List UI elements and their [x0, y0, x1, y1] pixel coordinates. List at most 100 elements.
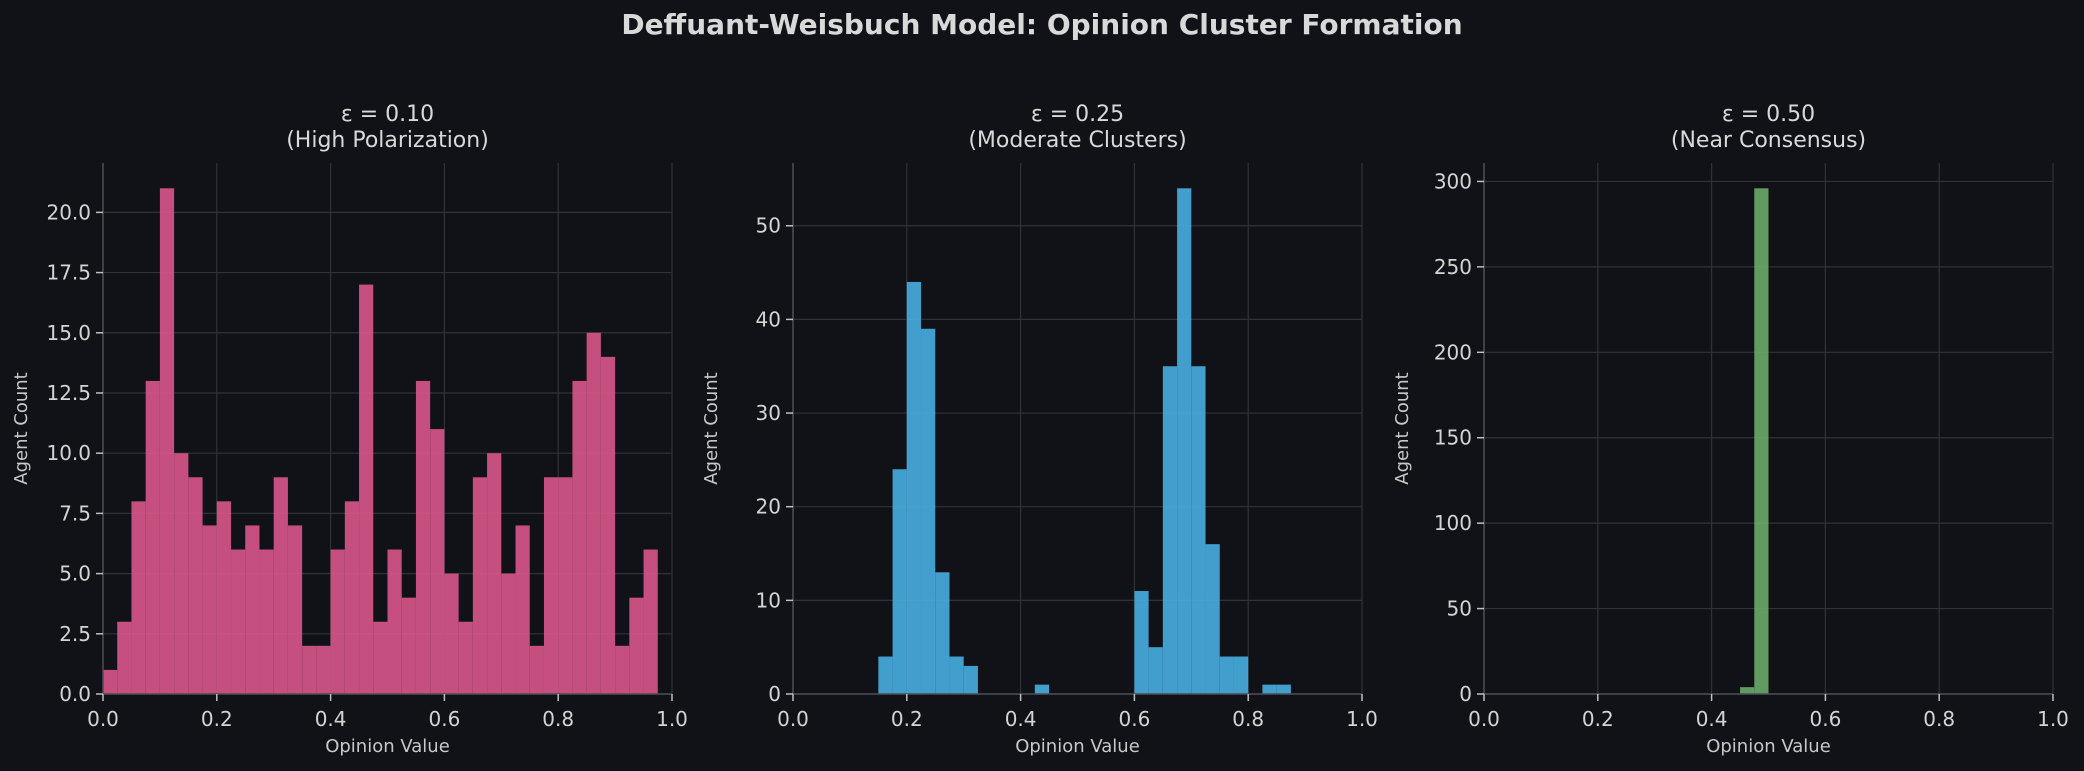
histogram-bar [643, 549, 658, 694]
histogram-bar [1219, 656, 1234, 694]
histogram-bar [103, 669, 118, 694]
histogram-bar [586, 332, 601, 694]
histogram-bar [487, 453, 502, 694]
histogram-bar [216, 501, 232, 694]
histogram-bar [231, 549, 246, 694]
y-tick-label: 7.5 [59, 501, 91, 525]
y-tick-label: 20 [756, 495, 781, 519]
histogram-bar [878, 656, 893, 694]
y-tick-label: 300 [1434, 169, 1472, 193]
histogram-bar [145, 380, 160, 694]
histogram-bar [287, 525, 303, 694]
x-tick-label: 0.0 [777, 707, 809, 731]
histogram-bar [202, 525, 217, 694]
y-tick-label: 20.0 [46, 200, 91, 224]
histogram-bar [935, 572, 950, 694]
y-tick-label: 2.5 [59, 622, 91, 646]
x-axis-label: Opinion Value [1706, 736, 1831, 757]
histogram-bar [174, 453, 189, 694]
histogram-bar [401, 597, 416, 694]
x-tick-label: 0.6 [428, 707, 460, 731]
histogram-bar [529, 645, 544, 694]
y-axis-label: Agent Count [701, 372, 722, 484]
x-tick-label: 0.8 [1923, 707, 1955, 731]
histogram-bar [501, 573, 516, 694]
histogram-bar [1148, 647, 1163, 694]
histogram-bar [188, 477, 203, 694]
histogram-bar [949, 656, 964, 694]
x-tick-label: 0.8 [542, 707, 574, 731]
histogram-bar [259, 549, 274, 694]
chart-panel-3: 0.0 0.2 0.4 0.6 0.8 1.0 0 50 100 150 200 250 300 Opin… [1392, 102, 2069, 757]
x-tick-label: 0.2 [1582, 707, 1614, 731]
panel-title-line2: (Moderate Clusters) [968, 128, 1186, 153]
y-tick-label: 30 [756, 401, 781, 425]
x-tick-label: 0.6 [1118, 707, 1150, 731]
y-tick-label: 40 [756, 307, 781, 331]
histogram-bar [600, 356, 616, 694]
histogram-bar [1205, 544, 1220, 694]
panel-title-line1: ε = 0.10 [341, 102, 434, 127]
y-tick-label: 200 [1434, 340, 1472, 364]
y-tick-label: 50 [1447, 597, 1472, 621]
histogram-bar [316, 645, 331, 694]
x-tick-label: 1.0 [2037, 707, 2069, 731]
histogram-bar [629, 597, 644, 694]
x-tick-label: 0.2 [891, 707, 923, 731]
histogram-bar [415, 380, 431, 694]
x-tick-label: 0.6 [1809, 707, 1841, 731]
histogram-bar [117, 621, 132, 694]
y-axis-label: Agent Count [1392, 372, 1413, 484]
y-tick-label: 17.5 [46, 261, 91, 285]
histogram-bar [906, 281, 922, 694]
y-tick-label: 0 [1459, 682, 1472, 706]
histogram-bar [472, 477, 488, 694]
x-tick-label: 0.0 [87, 707, 119, 731]
histogram-bar [344, 501, 360, 694]
figure-title: Deffuant-Weisbuch Model: Opinion Cluster… [621, 8, 1463, 41]
histogram-bar [572, 380, 587, 694]
histogram-bar [892, 469, 907, 694]
chart-panel-2: 0.0 0.2 0.4 0.6 0.8 1.0 0 10 20 30 40 50 Opinion Val… [701, 102, 1378, 757]
histogram-bar [444, 573, 459, 694]
histogram-bar [330, 549, 345, 694]
histogram-bar [558, 477, 573, 694]
histogram-bar [273, 477, 288, 694]
histogram-bar [963, 665, 978, 694]
y-tick-label: 5.0 [59, 562, 91, 586]
x-tick-label: 0.0 [1468, 707, 1500, 731]
histogram-bar [373, 621, 388, 694]
y-tick-label: 150 [1434, 426, 1472, 450]
y-axis-label: Agent Count [11, 372, 32, 484]
histogram-bar [1754, 188, 1769, 695]
histogram-bar [1177, 188, 1192, 695]
histogram-bar [387, 549, 402, 694]
histogram-bar [131, 501, 146, 694]
histogram-bar [302, 645, 317, 694]
y-tick-label: 250 [1434, 255, 1472, 279]
histogram-bar [1740, 687, 1755, 694]
histogram-bar [515, 525, 530, 694]
histogram-bar [1034, 684, 1050, 694]
y-tick-label: 0.0 [59, 682, 91, 706]
panel-title-line2: (High Polarization) [286, 128, 489, 153]
histogram-bar [430, 429, 445, 694]
y-tick-label: 10 [756, 588, 781, 612]
histogram-bar [921, 328, 936, 694]
histogram-bar [245, 525, 260, 694]
chart-panel-1: 0.0 0.2 0.4 0.6 0.8 1.0 0.0 2.5 5.0 7.5 10.0 12.5 15… [11, 102, 688, 757]
panel-title-line2: (Near Consensus) [1671, 128, 1866, 153]
histogram-bar [159, 188, 175, 695]
histogram-bar [543, 477, 559, 694]
histogram-bar [1233, 656, 1249, 694]
x-axis-label: Opinion Value [1015, 736, 1140, 757]
y-tick-label: 10.0 [46, 441, 91, 465]
histogram-bar [1276, 684, 1291, 694]
x-tick-label: 0.8 [1232, 707, 1264, 731]
panel-title-line1: ε = 0.25 [1031, 102, 1124, 127]
histogram-bar [1162, 366, 1178, 694]
x-axis-label: Opinion Value [325, 736, 450, 757]
x-tick-label: 0.2 [201, 707, 233, 731]
histogram-bar [1134, 590, 1149, 694]
